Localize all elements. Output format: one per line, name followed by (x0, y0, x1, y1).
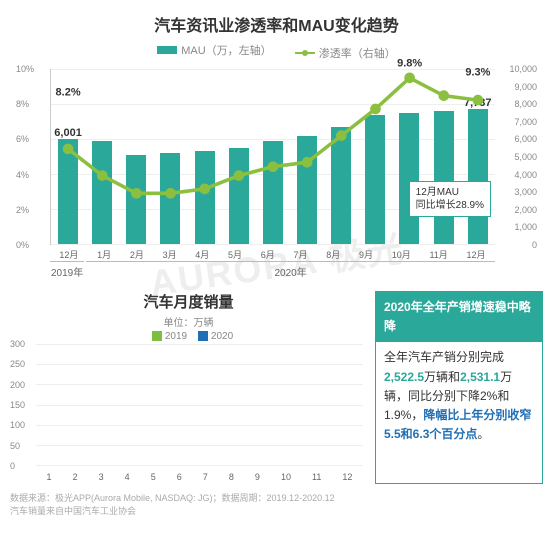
year-2020: 2020年 (86, 261, 495, 279)
callout-line2: 同比增长28.9% (416, 199, 484, 212)
legend-line-swatch (295, 52, 315, 54)
chart1-callout: 12月MAU 同比增长28.9% (409, 181, 491, 217)
chart2: 123456789101112 050100150200250300 (10, 344, 367, 484)
year-2019: 2019年 (50, 261, 84, 279)
legend-line-label: 渗透率（右轴） (319, 45, 396, 61)
legend-bar-swatch (157, 46, 177, 54)
chart1-title: 汽车资讯业渗透率和MAU变化趋势 (10, 12, 543, 36)
chart1: 6,0017,7378.2%9.8%9.3% 12月1月2月3月4月5月6月7月… (14, 69, 539, 279)
chart1-legend: MAU（万，左轴） 渗透率（右轴） (10, 42, 543, 61)
callout-line1: 12月MAU (416, 186, 484, 199)
legend-bar-label: MAU（万，左轴） (181, 42, 271, 58)
